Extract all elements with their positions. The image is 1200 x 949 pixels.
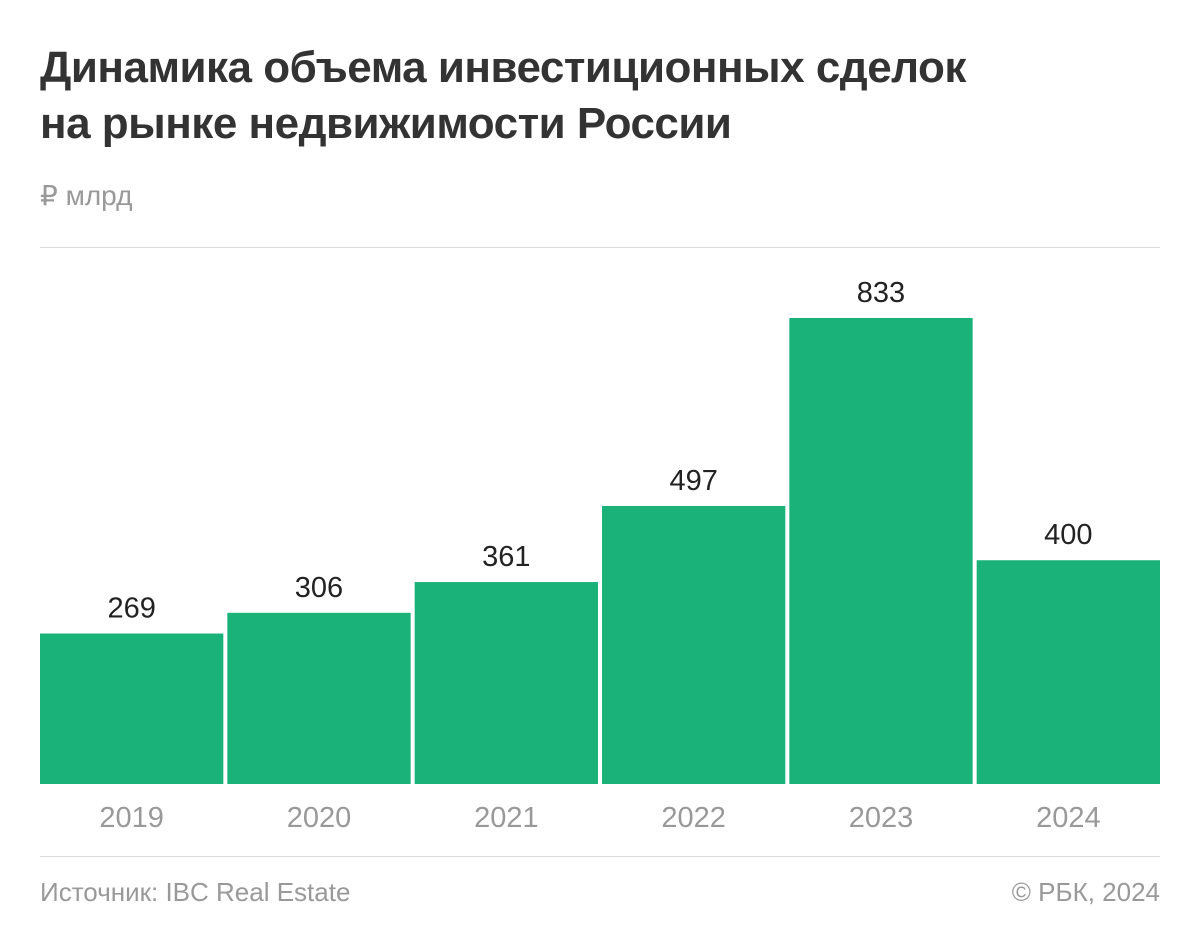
category-label-2023: 2023 [849,802,914,834]
category-label-2024: 2024 [1036,802,1101,834]
bar-2024 [976,560,1160,784]
bar-2020 [227,612,411,784]
bar-2023 [789,318,973,784]
value-label-2022: 497 [669,465,717,497]
category-label-2022: 2022 [661,802,726,834]
value-label-2024: 400 [1044,519,1092,551]
chart-title-line-2: на рынке недвижимости России [40,99,732,148]
category-label-2019: 2019 [99,802,164,834]
bar-2021 [414,582,598,784]
bar-2022 [602,505,786,784]
value-label-2021: 361 [482,541,530,573]
copyright-note: © РБК, 2024 [1011,877,1160,907]
category-label-2020: 2020 [287,802,352,834]
top-divider [40,247,1160,248]
value-label-2020: 306 [295,572,343,604]
source-note: Источник: IBC Real Estate [40,877,351,907]
unit-label: ₽ млрд [40,180,133,211]
bottom-divider [40,856,1160,857]
chart-title-line-1: Динамика объема инвестиционных сделок [40,43,966,92]
category-label-2021: 2021 [474,802,539,834]
value-label-2019: 269 [107,593,155,625]
value-label-2023: 833 [857,277,905,309]
bar-2019 [40,633,224,784]
chart-title: Динамика объема инвестиционных сделок на… [40,40,1160,152]
